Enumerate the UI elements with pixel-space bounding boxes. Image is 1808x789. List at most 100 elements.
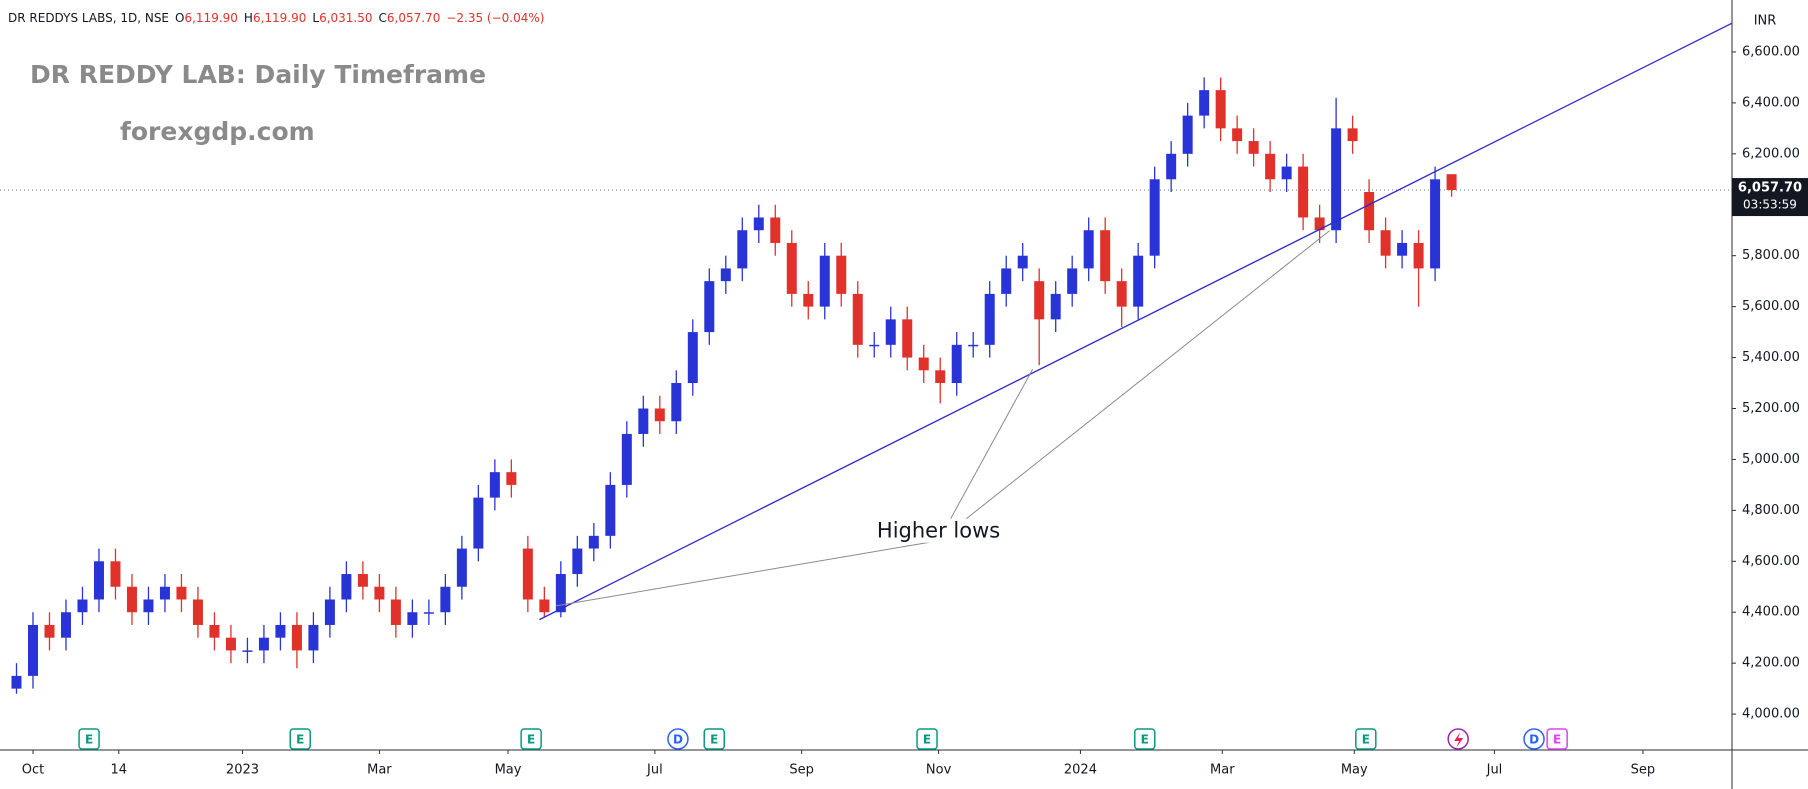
- annotation-pointer: [938, 230, 1330, 542]
- candle-body: [737, 230, 748, 269]
- ohlc-value: 6,057.70: [387, 11, 440, 25]
- candle-body: [110, 561, 121, 587]
- candle-body: [77, 599, 88, 613]
- x-tick-label: Mar: [1210, 763, 1235, 778]
- candle-body: [555, 574, 566, 613]
- y-tick-label: 4,400.00: [1742, 605, 1800, 620]
- x-tick-label: May: [495, 763, 522, 778]
- candle-body: [456, 548, 467, 587]
- event-icon: [1523, 728, 1545, 750]
- candle-body: [588, 535, 599, 549]
- ohlc-key: L: [312, 11, 319, 25]
- event-icon: [1134, 728, 1156, 750]
- event-icon: [520, 728, 542, 750]
- x-tick-label: 2023: [226, 763, 259, 778]
- ohlc-value: 6,031.50: [319, 11, 372, 25]
- candle-body: [390, 599, 401, 625]
- candle-body: [1215, 90, 1226, 129]
- candle-body: [1166, 153, 1177, 180]
- change: −2.35 (−0.04%): [446, 11, 544, 25]
- candle-body: [687, 332, 698, 384]
- candle-body: [1199, 90, 1210, 116]
- candle-body: [192, 599, 203, 625]
- x-tick-label: Sep: [1631, 763, 1656, 778]
- candle-body: [621, 433, 632, 485]
- annotation-pointer: [938, 369, 1034, 541]
- candle-body: [1314, 217, 1325, 231]
- candle-body: [440, 586, 451, 613]
- event-label: E: [923, 733, 931, 747]
- y-tick-label: 4,800.00: [1742, 503, 1800, 518]
- candle-body: [60, 612, 71, 638]
- candle-body: [1446, 174, 1457, 191]
- candle-body: [1364, 192, 1375, 231]
- ohlc-value: 6,119.90: [184, 11, 237, 25]
- candle-body: [984, 293, 995, 345]
- last-price-label: 6,057.70: [1738, 181, 1802, 196]
- candle-body: [27, 624, 38, 676]
- candle-body: [374, 586, 385, 600]
- candle-body: [1397, 242, 1408, 256]
- candle-body: [1017, 255, 1028, 269]
- event-icon: [703, 728, 725, 750]
- candle-body: [539, 599, 550, 613]
- candle-body: [720, 268, 731, 282]
- event-label: D: [1529, 733, 1539, 747]
- candle-body: [506, 472, 517, 485]
- candle-body: [1347, 128, 1358, 142]
- candle-body: [291, 624, 302, 651]
- ohlc-value: 6,119.90: [253, 11, 306, 25]
- candle-body: [341, 574, 352, 600]
- split-icon-bolt: [1454, 732, 1464, 748]
- x-tick-label: Mar: [367, 763, 392, 778]
- ohlc-key: C: [379, 11, 387, 25]
- watermark-site: forexgdp.com: [120, 117, 315, 146]
- x-tick-label: 14: [110, 763, 127, 778]
- candle-body: [159, 586, 170, 600]
- trendline: [539, 22, 1733, 621]
- x-tick-label: May: [1341, 763, 1368, 778]
- x-tick-label: Nov: [926, 763, 952, 778]
- event-label: E: [1553, 733, 1561, 747]
- candle-body: [407, 612, 418, 625]
- candle-body: [803, 293, 814, 307]
- x-tick-label: Jul: [646, 763, 663, 778]
- y-tick-label: 6,200.00: [1742, 146, 1800, 161]
- candle-body: [143, 599, 154, 613]
- currency: INR: [1754, 14, 1777, 29]
- candle-body: [1050, 293, 1061, 320]
- candle-body: [753, 217, 764, 231]
- x-tick-label: 2024: [1064, 763, 1097, 778]
- candle-body: [473, 497, 484, 549]
- event-label: E: [1362, 733, 1370, 747]
- candle-body: [308, 624, 319, 651]
- ohlc-key: O: [175, 11, 184, 25]
- candle-body: [1248, 141, 1259, 154]
- header: DR REDDYS LABS, 1D, NSE O6,119.90 H6,119.9…: [8, 11, 544, 25]
- candle-body: [1083, 230, 1094, 269]
- candle-body: [1149, 179, 1160, 256]
- candle-body: [176, 586, 187, 600]
- candle-body: [852, 293, 863, 345]
- y-tick-label: 4,200.00: [1742, 656, 1800, 671]
- candle-body: [572, 548, 583, 575]
- candle-body: [671, 383, 682, 422]
- event-label: E: [527, 733, 535, 747]
- annotation-bg: [874, 518, 1003, 543]
- candle-body: [1001, 268, 1012, 294]
- candle-body: [1100, 230, 1111, 282]
- y-tick-label: 5,000.00: [1742, 452, 1800, 467]
- symbol: DR REDDYS LABS, 1D, NSE: [8, 11, 169, 25]
- candle-body: [1265, 153, 1276, 180]
- y-tick-label: 4,600.00: [1742, 554, 1800, 569]
- candle-body: [770, 217, 781, 243]
- y-tick-label: 6,400.00: [1742, 95, 1800, 110]
- candle-body: [1413, 242, 1424, 269]
- candle-body: [1281, 166, 1292, 180]
- x-tick-label: Oct: [22, 763, 44, 778]
- candle-body: [522, 548, 533, 600]
- candle-body: [1380, 230, 1391, 256]
- candle-body: [357, 574, 368, 587]
- candle-body: [1133, 255, 1144, 307]
- candle-body: [275, 624, 286, 638]
